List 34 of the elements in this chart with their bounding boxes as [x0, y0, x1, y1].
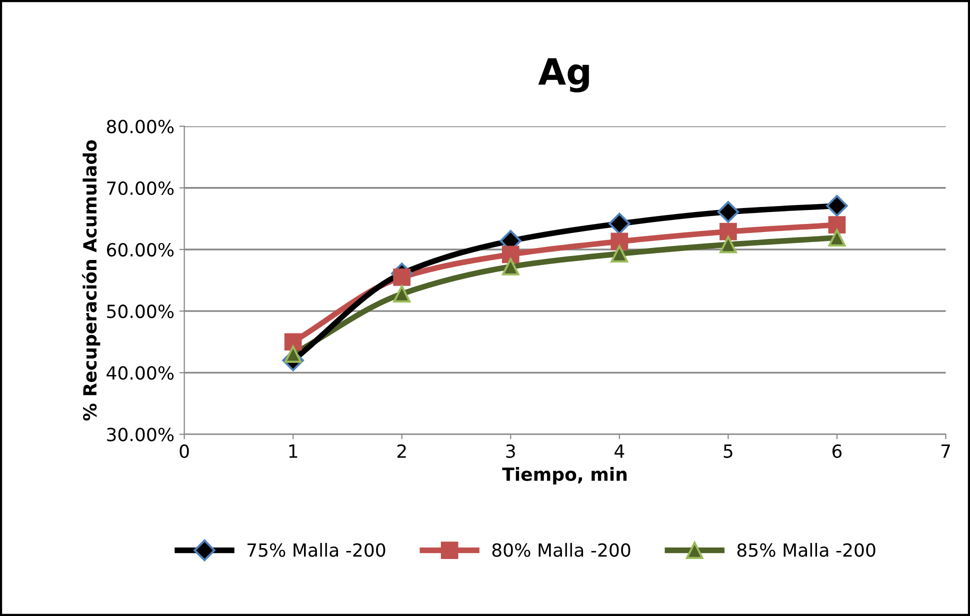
y-tick-label: 50.00% [107, 304, 174, 318]
point [828, 229, 846, 246]
y-tick-label: 30.00% [107, 428, 174, 442]
point [284, 333, 302, 351]
y-tick-label: 80.00% [106, 120, 174, 134]
y-tick-label: 60.00% [106, 242, 174, 257]
point [502, 246, 520, 264]
x-tick-label: 2 [397, 444, 406, 458]
y-tick-label: 40.00% [106, 366, 174, 380]
x-tick-label: 4 [614, 444, 624, 458]
x-tick-label: 6 [832, 444, 842, 458]
point [717, 201, 740, 223]
legend-label: 80% Malla -200 [492, 542, 630, 557]
legend-label: 75% Malla -200 [248, 542, 386, 557]
point [610, 245, 628, 262]
y-axis-title: % Recuperación Acumulado [82, 140, 100, 421]
chart-title: Ag [538, 58, 589, 92]
x-axis-title: Tiempo, min [502, 467, 627, 485]
point [608, 212, 630, 234]
point [720, 236, 737, 254]
legend-label: 85% Malla -200 [737, 542, 876, 557]
point [720, 222, 737, 240]
x-tick-label: 3 [506, 444, 515, 458]
x-tick-label: 7 [941, 444, 950, 458]
point [826, 194, 848, 217]
point [828, 216, 846, 234]
point [393, 285, 411, 303]
point [610, 232, 628, 250]
x-tick-label: 5 [724, 444, 732, 458]
y-tick-label: 70.00% [107, 181, 174, 195]
point [502, 258, 520, 276]
point [393, 268, 411, 286]
x-tick-label: 0 [180, 444, 189, 458]
x-tick-label: 1 [289, 444, 298, 458]
